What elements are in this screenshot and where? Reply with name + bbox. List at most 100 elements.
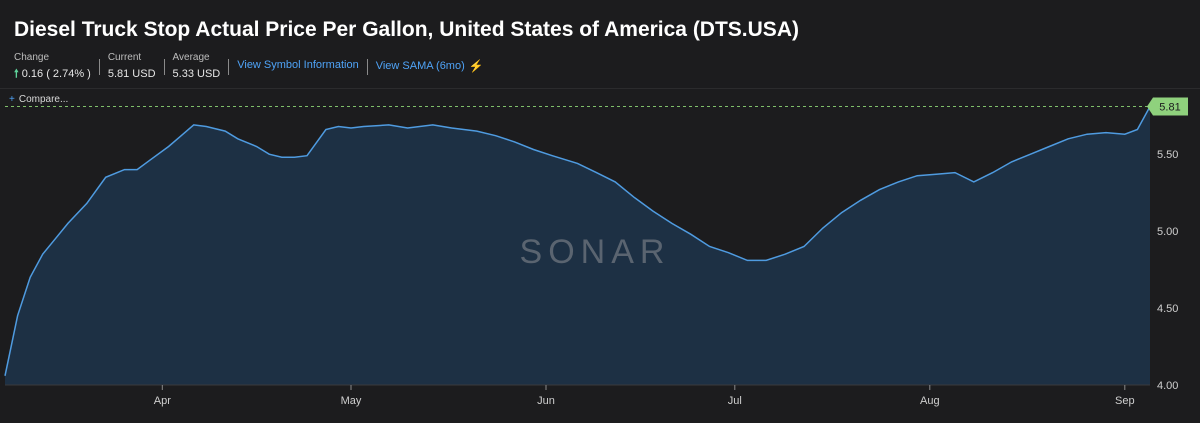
data-point-13 xyxy=(192,123,195,126)
data-point-1 xyxy=(16,314,19,317)
data-point-39 xyxy=(652,210,655,213)
divider xyxy=(98,59,100,75)
price-chart[interactable]: SONAR 5.50 5.00 4.50 4.00 Apr May Jun Jul Aug Se… xyxy=(0,87,1200,418)
x-tick-label-2: Jun xyxy=(537,395,555,407)
last-value-badge-bg xyxy=(1147,97,1188,116)
divider xyxy=(228,59,230,75)
plus-icon: + xyxy=(9,94,15,105)
view-sama-label: View SAMA (6mo) xyxy=(375,60,465,72)
view-sama-link[interactable]: View SAMA (6mo) ⚡ xyxy=(368,59,492,73)
data-point-8 xyxy=(123,168,126,171)
x-tick-label-5: Sep xyxy=(1115,395,1135,407)
x-tick-label-1: May xyxy=(341,395,362,407)
current-value: 5.81 USD xyxy=(107,68,156,80)
data-point-65 xyxy=(1136,128,1139,131)
data-point-63 xyxy=(1105,131,1108,134)
chart-area[interactable]: SONAR 5.50 5.00 4.50 4.00 Apr May Jun Jul Aug Se… xyxy=(0,87,1200,418)
data-point-38 xyxy=(633,196,636,199)
data-point-18 xyxy=(268,153,271,156)
change-value: 0.16 ( 2.74% ) xyxy=(21,68,91,80)
y-tick-label-0: 5.50 xyxy=(1157,149,1178,161)
data-point-24 xyxy=(350,127,353,130)
data-point-64 xyxy=(1123,133,1126,136)
data-point-27 xyxy=(406,127,409,130)
area-layer xyxy=(4,106,1151,385)
data-point-34 xyxy=(551,154,554,157)
series-line xyxy=(4,106,1151,376)
data-point-40 xyxy=(670,222,673,225)
data-point-19 xyxy=(280,156,283,159)
data-point-36 xyxy=(595,171,598,174)
x-axis: Apr May Jun Jul Aug Sep xyxy=(5,384,1150,407)
data-point-32 xyxy=(513,140,516,143)
compare-button[interactable]: + Compare... xyxy=(9,94,68,105)
average-value: 5.33 USD xyxy=(172,68,221,80)
series-area xyxy=(5,106,1150,385)
data-point-20 xyxy=(293,156,296,159)
data-point-45 xyxy=(765,259,768,262)
data-point-58 xyxy=(1010,160,1013,163)
current-stat: Current 5.81 USD xyxy=(100,52,164,82)
page-title: Diesel Truck Stop Actual Price Per Gallo… xyxy=(14,18,799,41)
data-point-37 xyxy=(614,180,617,183)
change-stat: Change 🠕 0.16 ( 2.74% ) xyxy=(14,52,99,82)
data-point-26 xyxy=(387,123,390,126)
data-point-15 xyxy=(224,130,227,133)
data-point-22 xyxy=(324,128,327,131)
data-point-14 xyxy=(205,125,208,128)
x-tick-label-0: Apr xyxy=(154,395,171,407)
data-point-47 xyxy=(803,245,806,248)
data-point-46 xyxy=(784,253,787,256)
last-value-badge: 5.81 xyxy=(1147,97,1188,116)
data-point-62 xyxy=(1086,133,1089,136)
data-point-60 xyxy=(1048,145,1051,148)
average-label: Average xyxy=(172,52,210,63)
current-label: Current xyxy=(107,52,142,63)
view-symbol-information-link[interactable]: View Symbol Information xyxy=(237,59,359,71)
data-point-51 xyxy=(878,188,881,191)
data-point-54 xyxy=(935,173,938,176)
data-point-59 xyxy=(1029,153,1032,156)
data-point-31 xyxy=(494,134,497,137)
divider xyxy=(163,59,165,75)
change-label: Change xyxy=(14,52,50,63)
data-point-35 xyxy=(576,162,579,165)
y-tick-label-1: 5.00 xyxy=(1157,226,1178,238)
data-point-28 xyxy=(431,123,434,126)
sama-icon[interactable]: ⚡ xyxy=(468,59,484,73)
y-axis: 5.50 5.00 4.50 4.00 xyxy=(1157,149,1178,392)
data-point-44 xyxy=(746,259,749,262)
data-point-9 xyxy=(136,168,139,171)
x-tick-label-4: Aug xyxy=(920,395,940,407)
data-point-52 xyxy=(897,180,900,183)
sonar-watermark: SONAR xyxy=(520,233,671,271)
data-point-55 xyxy=(954,171,957,174)
up-arrow-icon: 🠕 xyxy=(14,68,19,80)
data-point-57 xyxy=(991,171,994,174)
data-point-25 xyxy=(362,125,365,128)
data-point-41 xyxy=(689,233,692,236)
data-point-4 xyxy=(54,237,57,240)
data-point-5 xyxy=(66,222,69,225)
data-point-30 xyxy=(475,130,478,133)
y-tick-label-3: 4.00 xyxy=(1157,380,1178,392)
data-point-29 xyxy=(450,127,453,130)
x-tick-label-3: Jul xyxy=(728,395,742,407)
average-stat: Average 5.33 USD xyxy=(165,52,229,82)
data-point-3 xyxy=(41,253,44,256)
data-point-21 xyxy=(306,154,309,157)
stats-bar: Change 🠕 0.16 ( 2.74% ) Current 5.81 USD … xyxy=(14,52,492,82)
data-point-50 xyxy=(859,199,862,202)
data-point-42 xyxy=(708,245,711,248)
divider xyxy=(366,59,368,75)
data-point-0 xyxy=(4,374,7,377)
change-value-row: 🠕 0.16 ( 2.74% ) xyxy=(14,66,91,82)
data-point-7 xyxy=(104,176,107,179)
data-point-17 xyxy=(255,145,258,148)
data-point-6 xyxy=(85,202,88,205)
data-point-12 xyxy=(180,134,183,137)
data-point-49 xyxy=(840,211,843,214)
data-point-48 xyxy=(821,227,824,230)
data-point-11 xyxy=(167,145,170,148)
compare-label: Compare... xyxy=(18,94,69,105)
